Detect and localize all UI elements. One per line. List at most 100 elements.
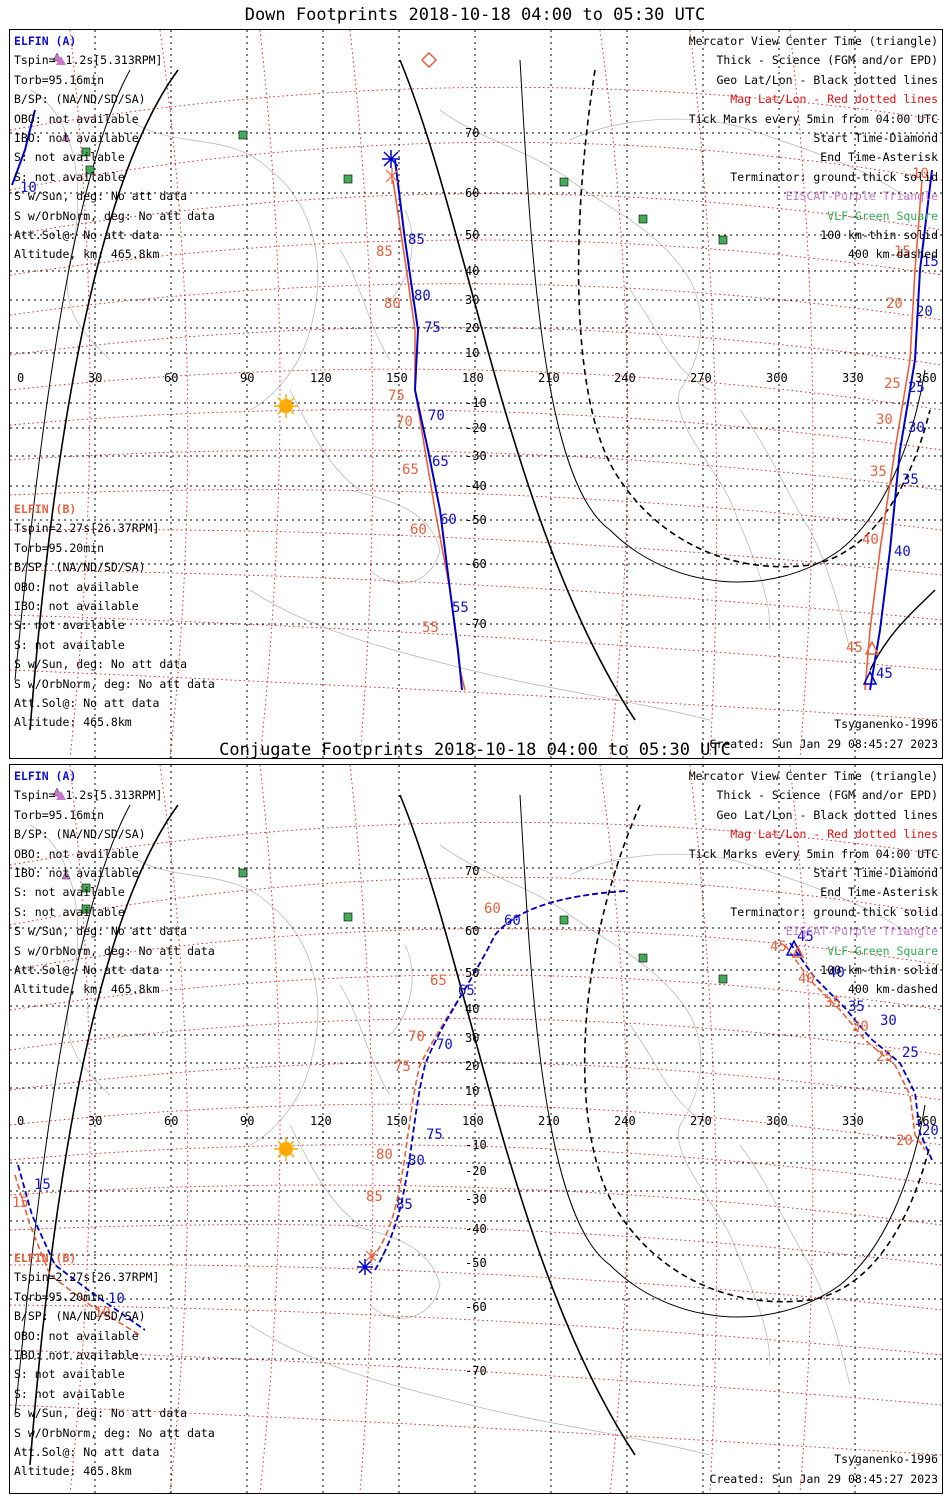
- legend-item: Thick - Science (FGM and/or EPD): [716, 788, 938, 803]
- terminator: [14, 794, 931, 1466]
- coastlines: [29, 89, 911, 721]
- svg-text:65: 65: [458, 983, 475, 999]
- svg-text:15: 15: [922, 254, 939, 270]
- legend: Mercator View Center Time (triangle) Thi…: [689, 767, 938, 1000]
- svg-text:20: 20: [916, 304, 933, 320]
- svg-text:30: 30: [88, 1114, 102, 1128]
- svg-text:30: 30: [876, 412, 893, 428]
- svg-text:60: 60: [504, 913, 521, 929]
- legend-item: EISCAT-Purple Triangle: [785, 189, 938, 204]
- svg-text:40: 40: [465, 264, 479, 278]
- svg-text:180: 180: [462, 1114, 484, 1128]
- lat-tick-labels: 70 60 50 40 30 20 10 -10 -20 -30 -40 -50 -60 -70: [465, 864, 487, 1378]
- info-line: S w/OrbNorm, deg: No att data: [14, 1425, 215, 1440]
- geo-lat-lon-grid: [10, 765, 942, 1493]
- info-line: IBO: not available: [14, 131, 139, 146]
- svg-text:35: 35: [848, 999, 865, 1015]
- info-line: S: not available: [14, 1367, 125, 1382]
- svg-text:25: 25: [902, 1045, 919, 1061]
- svg-text:120: 120: [310, 1114, 332, 1128]
- elfin-a-header: ELFIN (A): [14, 769, 77, 783]
- svg-text:65: 65: [430, 973, 447, 989]
- legend-item: Tick Marks every 5min from 04:00 UTC: [688, 111, 938, 126]
- lon-tick-labels: 0 30 60 90 120 150 180 210 240 270 300 330 360: [17, 1114, 937, 1128]
- info-line: S: not available: [14, 169, 125, 184]
- legend-item: Mag Lat/Lon - Red dotted lines: [730, 92, 938, 107]
- legend-item: Tick Marks every 5min from 04:00 UTC: [688, 846, 938, 861]
- created-timestamp: Created: Sun Jan 29 08:45:27 2023: [709, 1471, 938, 1486]
- legend-item: Geo Lat/Lon - Black dotted lines: [716, 807, 938, 822]
- svg-text:10: 10: [20, 180, 37, 196]
- svg-text:20: 20: [896, 1133, 913, 1149]
- svg-text:-20: -20: [465, 421, 487, 435]
- legend-item: Mercator View Center Time (triangle): [688, 769, 938, 783]
- svg-text:20: 20: [465, 321, 479, 335]
- svg-text:-30: -30: [465, 1192, 487, 1206]
- elfin-b-info: ELFIN (B) Tspin=2.27s[26.37RPM] Torb=95.…: [14, 500, 215, 733]
- svg-text:70: 70: [436, 1037, 453, 1053]
- svg-text:300: 300: [766, 371, 788, 385]
- svg-text:330: 330: [842, 371, 864, 385]
- svg-text:30: 30: [465, 1031, 479, 1045]
- svg-text:10: 10: [465, 346, 479, 360]
- svg-text:60: 60: [484, 901, 501, 917]
- legend-item: 400 km-dashed: [847, 982, 938, 997]
- elfin-a-time-labels: 10 85 80 75 70 65 60 55 15 20 25 30 35 40 45: [20, 180, 939, 682]
- info-line: Att.Sol@: No att data: [14, 696, 160, 711]
- svg-text:210: 210: [538, 1114, 560, 1128]
- elfin-b-time-labels: 60 65 70 75 80 85 15 10 45 40 35 30 25 20: [12, 901, 913, 1321]
- info-line: S: not available: [14, 150, 125, 165]
- elfin-a-header: ELFIN (A): [14, 34, 77, 48]
- svg-text:210: 210: [538, 371, 560, 385]
- legend-item: Terminator: ground-thick solid: [730, 904, 938, 919]
- svg-text:120: 120: [310, 371, 332, 385]
- terminator: [14, 59, 936, 731]
- svg-text:-60: -60: [465, 557, 487, 571]
- svg-text:80: 80: [408, 1153, 425, 1169]
- svg-text:45: 45: [876, 666, 893, 682]
- elfin-b-track: [14, 890, 926, 1336]
- info-line: S w/Sun, deg: No att data: [14, 189, 188, 204]
- legend-item: End Time-Asterisk: [820, 150, 938, 165]
- svg-text:50: 50: [465, 966, 479, 980]
- info-line: IBO: not available: [14, 866, 139, 881]
- legend-item: Thick - Science (FGM and/or EPD): [716, 53, 938, 68]
- elfin-a-info: ELFIN (A) Tspin= 1.2s[5.313RPM] Torb=95.1…: [14, 767, 215, 1000]
- svg-text:35: 35: [902, 472, 919, 488]
- svg-text:20: 20: [922, 1123, 939, 1139]
- start-diamond-icon: [420, 51, 438, 69]
- elfin-b-header: ELFIN (B): [14, 502, 77, 516]
- svg-text:65: 65: [432, 454, 449, 470]
- svg-text:70: 70: [465, 864, 479, 878]
- svg-text:80: 80: [414, 288, 431, 304]
- tspin-line: Tspin= 1.2s[5.313RPM]: [14, 53, 163, 68]
- info-line: S: not available: [14, 885, 125, 900]
- svg-text:270: 270: [690, 1114, 712, 1128]
- svg-text:85: 85: [408, 232, 425, 248]
- info-line: S w/Sun, deg: No att data: [14, 1406, 188, 1421]
- conjugate-footprints-panel: 0 30 60 90 120 150 180 210 240 270 300 330 360 7…: [9, 764, 943, 1494]
- svg-text:360: 360: [915, 1114, 937, 1128]
- svg-text:-40: -40: [465, 1222, 487, 1236]
- elfin-a-track: [17, 890, 933, 1331]
- tspin-line: Tspin= 1.2s[5.313RPM]: [14, 788, 163, 803]
- panel-1-title: Down Footprints 2018-10-18 04:00 to 05:3…: [244, 5, 706, 25]
- eiscat-triangle-icon: [55, 791, 66, 801]
- svg-text:-70: -70: [465, 1364, 487, 1378]
- svg-text:40: 40: [798, 971, 815, 987]
- svg-text:-60: -60: [465, 1300, 487, 1314]
- svg-text:55: 55: [422, 620, 439, 636]
- info-line: S w/Sun, deg: No att data: [14, 924, 188, 939]
- svg-text:-40: -40: [465, 479, 487, 493]
- model-credit: Tsyganenko-1996 Created: Sun Jan 29 08:4…: [710, 715, 938, 754]
- svg-text:35: 35: [824, 995, 841, 1011]
- elfin-b-info: ELFIN (B) Tspin=2.27s[26.37RPM] Torb=95.…: [14, 1249, 215, 1482]
- svg-text:60: 60: [410, 522, 427, 538]
- svg-text:60: 60: [465, 924, 479, 938]
- svg-text:85: 85: [366, 1189, 383, 1205]
- info-line: Altitude, km: 465.8km: [14, 982, 160, 997]
- info-line: IBO: not available: [14, 599, 139, 614]
- sun-icon: [274, 1137, 298, 1161]
- model-name: Tsyganenko-1996: [834, 717, 938, 732]
- svg-text:-10: -10: [465, 1138, 487, 1152]
